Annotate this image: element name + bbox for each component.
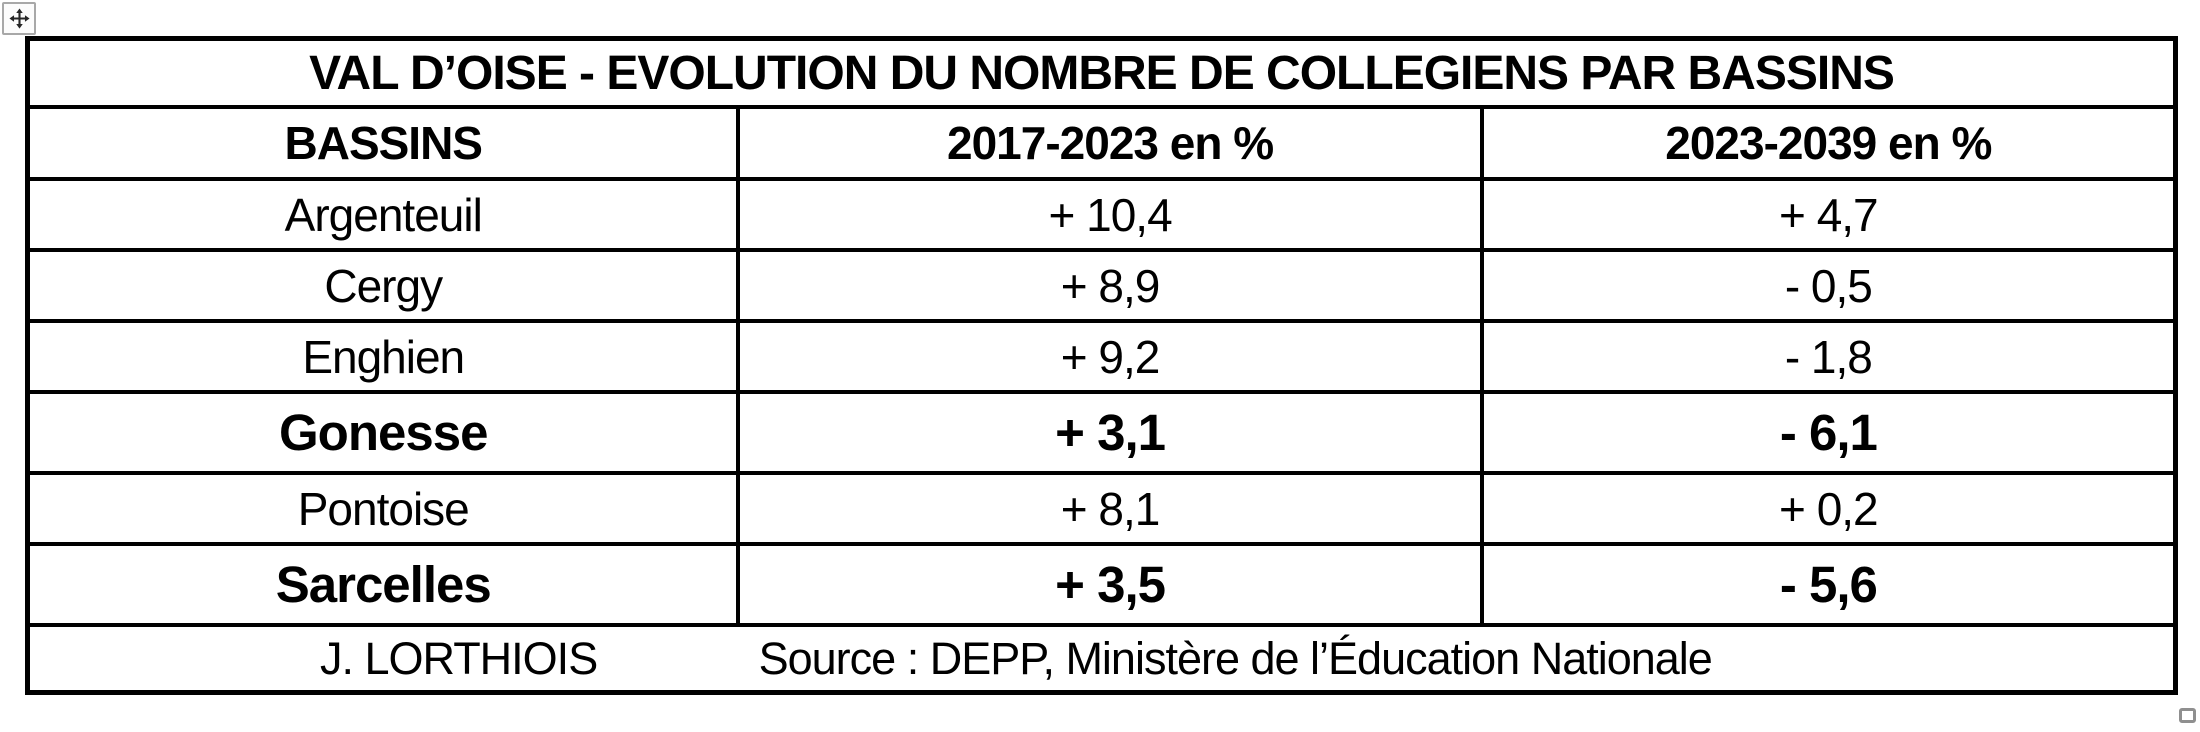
table-row-sarcelles: Sarcelles + 3,5 - 5,6 [25, 542, 2178, 627]
bassin-name: Gonesse [25, 390, 741, 475]
table-footer-row: J. LORTHIOIS Source : DEPP, Ministère de… [25, 623, 2178, 695]
value-2017-2023: + 10,4 [736, 177, 1484, 252]
bassin-name: Cergy [25, 248, 741, 323]
column-header-2017-2023: 2017-2023 en % [736, 105, 1484, 181]
column-header-bassins: BASSINS [25, 105, 741, 181]
value-2023-2039: + 4,7 [1479, 177, 2178, 252]
value-2017-2023: + 8,9 [736, 248, 1484, 323]
bassins-evolution-table[interactable]: VAL D’OISE - EVOLUTION DU NOMBRE DE COLL… [25, 36, 2178, 695]
table-resize-handle[interactable] [2179, 708, 2196, 723]
footer-author: J. LORTHIOIS [319, 632, 598, 684]
bassin-name: Argenteuil [25, 177, 741, 252]
table-header-row: BASSINS 2017-2023 en % 2023-2039 en % [25, 105, 2178, 181]
table-row-pontoise: Pontoise + 8,1 + 0,2 [25, 471, 2178, 546]
value-2017-2023: + 3,5 [736, 542, 1484, 627]
table-row-gonesse: Gonesse + 3,1 - 6,1 [25, 390, 2178, 475]
footer-source: Source : DEPP, Ministère de l’Éducation … [758, 632, 1713, 684]
column-header-2023-2039: 2023-2039 en % [1479, 105, 2178, 181]
table-row-cergy: Cergy + 8,9 - 0,5 [25, 248, 2178, 323]
value-2023-2039: + 0,2 [1479, 471, 2178, 546]
bassin-name: Sarcelles [25, 542, 741, 627]
table-move-handle[interactable] [2, 2, 36, 35]
table-row-enghien: Enghien + 9,2 - 1,8 [25, 319, 2178, 394]
value-2017-2023: + 8,1 [736, 471, 1484, 546]
table-title-row: VAL D’OISE - EVOLUTION DU NOMBRE DE COLL… [25, 36, 2178, 109]
bassin-name: Enghien [25, 319, 741, 394]
bassin-name: Pontoise [25, 471, 741, 546]
move-four-way-arrow-icon [8, 7, 31, 30]
value-2017-2023: + 9,2 [736, 319, 1484, 394]
value-2023-2039: - 0,5 [1479, 248, 2178, 323]
value-2023-2039: - 5,6 [1479, 542, 2178, 627]
value-2023-2039: - 1,8 [1479, 319, 2178, 394]
table-title: VAL D’OISE - EVOLUTION DU NOMBRE DE COLL… [25, 36, 2178, 109]
table-row-argenteuil: Argenteuil + 10,4 + 4,7 [25, 177, 2178, 252]
value-2017-2023: + 3,1 [736, 390, 1484, 475]
value-2023-2039: - 6,1 [1479, 390, 2178, 475]
